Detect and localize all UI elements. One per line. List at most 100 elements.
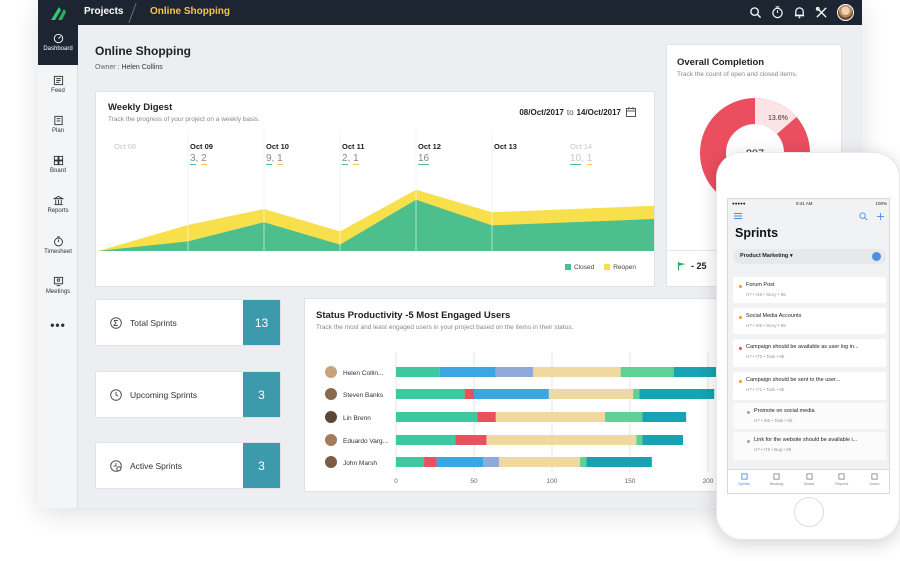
sidebar-item-plan[interactable]: Plan bbox=[38, 115, 78, 134]
project-select[interactable]: Product Marketing ▾ bbox=[733, 249, 886, 264]
timer-icon[interactable] bbox=[771, 6, 784, 19]
status-dot bbox=[739, 347, 742, 350]
sub-item[interactable]: Promote on social media H7 • I66 • Task •… bbox=[733, 403, 886, 429]
bar-segment[interactable] bbox=[424, 457, 437, 467]
bar-segment[interactable] bbox=[396, 389, 465, 399]
tab-reports[interactable]: Reports bbox=[826, 473, 858, 486]
search-icon[interactable] bbox=[859, 212, 868, 221]
time-text: 9:41 AM bbox=[796, 201, 813, 206]
more-icon[interactable]: ••• bbox=[50, 318, 66, 332]
sidebar-item-board[interactable]: Board bbox=[38, 155, 78, 174]
status-subtitle: Track the most and least engaged users i… bbox=[316, 324, 574, 331]
total-sprints-label: Total Sprints bbox=[130, 318, 177, 328]
breadcrumb-projects[interactable]: Projects bbox=[84, 6, 124, 17]
bar-segment[interactable] bbox=[633, 389, 640, 399]
item-meta: H7 • I71 • Task • 85 bbox=[746, 387, 785, 392]
board-icon bbox=[53, 155, 63, 166]
item-meta: H7 • I49 • Story • 85 bbox=[746, 292, 786, 297]
sprint-item[interactable]: Forum Post H7 • I49 • Story • 85 bbox=[733, 277, 886, 303]
bar-segment[interactable] bbox=[586, 457, 652, 467]
bar-segment[interactable] bbox=[495, 367, 534, 377]
tab-icon-shape bbox=[740, 473, 748, 480]
bar-segment[interactable] bbox=[486, 435, 637, 445]
user-avatar[interactable] bbox=[837, 4, 854, 21]
bar-segment[interactable] bbox=[477, 412, 496, 422]
bar-segment[interactable] bbox=[620, 367, 674, 377]
menu-icon[interactable] bbox=[734, 212, 742, 220]
day-header: Oct 08 bbox=[114, 142, 136, 153]
day-label: Oct 09 bbox=[190, 142, 213, 151]
sidebar-item-dashboard[interactable]: Dashboard bbox=[38, 25, 78, 65]
sidebar-item-feed[interactable]: Feed bbox=[38, 75, 78, 94]
overall-title: Overall Completion bbox=[677, 57, 765, 68]
bell-icon[interactable] bbox=[793, 6, 806, 19]
filter-icon[interactable] bbox=[872, 252, 881, 261]
bar-segment[interactable] bbox=[548, 389, 634, 399]
bar-segment[interactable] bbox=[396, 457, 425, 467]
tab-label: Users bbox=[869, 482, 880, 486]
sprint-item[interactable]: Campaign should be available as user log… bbox=[733, 339, 886, 367]
tab-label: Backlog bbox=[769, 482, 784, 486]
bar-segment[interactable] bbox=[396, 412, 478, 422]
chevron-down-icon: ▾ bbox=[789, 253, 793, 259]
reopen-count: 1 bbox=[586, 153, 593, 165]
legend-swatch-reopen bbox=[604, 264, 611, 271]
logo-icon[interactable] bbox=[48, 3, 68, 22]
bar-segment[interactable] bbox=[533, 367, 621, 377]
item-meta: H7 • I75 • Bug • 85 bbox=[754, 447, 792, 452]
bar-segment[interactable] bbox=[439, 367, 496, 377]
bar-segment[interactable] bbox=[642, 412, 687, 422]
bar-segment[interactable] bbox=[436, 457, 484, 467]
total-sprints-card[interactable]: Total Sprints 13 bbox=[95, 299, 281, 346]
sub-item[interactable]: Link for the website should be available… bbox=[733, 432, 886, 460]
search-icon[interactable] bbox=[749, 6, 762, 19]
bar-segment[interactable] bbox=[498, 457, 581, 467]
bar-segment[interactable] bbox=[483, 457, 499, 467]
reopen-count: 1 bbox=[353, 153, 359, 165]
upcoming-sprints-card[interactable]: Upcoming Sprints 3 bbox=[95, 371, 281, 418]
day-header: Oct 13 bbox=[494, 142, 517, 153]
bar-segment[interactable] bbox=[673, 367, 737, 377]
top-bar: Projects Online Shopping bbox=[38, 0, 862, 25]
sidebar-item-timesheet[interactable]: Timesheet bbox=[38, 236, 78, 255]
sprint-item[interactable]: Social Media Accounts H7 • I65 • Story • … bbox=[733, 308, 886, 334]
tools-icon[interactable] bbox=[815, 6, 828, 19]
bar-segment[interactable] bbox=[642, 435, 684, 445]
status-dot bbox=[739, 380, 742, 383]
date-range[interactable]: 08/Oct/2017 to 14/Oct/2017 bbox=[519, 108, 621, 117]
bar-segment[interactable] bbox=[636, 435, 643, 445]
tab-board[interactable]: Board bbox=[793, 473, 825, 486]
bar-segment[interactable] bbox=[396, 367, 440, 377]
bar-segment[interactable] bbox=[605, 412, 643, 422]
bar-segment[interactable] bbox=[464, 389, 474, 399]
calendar-icon[interactable] bbox=[626, 107, 636, 117]
sidebar-item-reports[interactable]: Reports bbox=[38, 195, 78, 214]
sidebar-item-meetings[interactable]: Meetings bbox=[38, 276, 78, 295]
date-to-label: to bbox=[566, 108, 574, 117]
bar-segment[interactable] bbox=[639, 389, 715, 399]
tab-icon bbox=[806, 473, 813, 480]
bar-segment[interactable] bbox=[580, 457, 587, 467]
tab-icon bbox=[773, 473, 780, 480]
item-title: Forum Post bbox=[746, 282, 775, 288]
x-tick-label: 0 bbox=[394, 478, 398, 485]
phone-tab-bar: Sprints Backlog Board Reports Users bbox=[728, 469, 889, 493]
tab-sprints[interactable]: Sprints bbox=[728, 473, 760, 486]
sprint-item[interactable]: Campaign should be sent to the user... H7… bbox=[733, 372, 886, 400]
home-button[interactable] bbox=[794, 497, 824, 527]
tab-icon-shape bbox=[806, 473, 813, 480]
legend-label-reopen: Reopen bbox=[613, 264, 636, 271]
tab-label: Reports bbox=[835, 482, 849, 486]
reports-icon bbox=[52, 195, 64, 206]
tab-users[interactable]: Users bbox=[858, 473, 889, 486]
item-meta: H7 • I65 • Story • 85 bbox=[746, 323, 786, 328]
bar-segment[interactable] bbox=[455, 435, 487, 445]
bar-segment[interactable] bbox=[396, 435, 456, 445]
plus-icon[interactable] bbox=[876, 212, 885, 221]
active-sprints-card[interactable]: Active Sprints 3 bbox=[95, 442, 281, 489]
bar-segment[interactable] bbox=[495, 412, 606, 422]
bar-segment[interactable] bbox=[474, 389, 549, 399]
weekly-subtitle: Track the progress of your project on a … bbox=[108, 116, 260, 123]
breadcrumb-current[interactable]: Online Shopping bbox=[150, 6, 230, 17]
tab-backlog[interactable]: Backlog bbox=[761, 473, 793, 486]
